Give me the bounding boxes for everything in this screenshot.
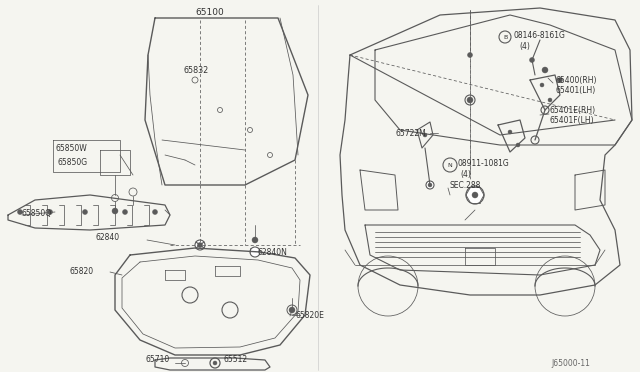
- Circle shape: [548, 98, 552, 102]
- Text: SEC.288: SEC.288: [450, 180, 481, 189]
- Circle shape: [17, 209, 22, 215]
- Circle shape: [467, 97, 473, 103]
- Text: 65100: 65100: [195, 7, 224, 16]
- Circle shape: [112, 208, 118, 214]
- Text: 65832: 65832: [183, 65, 208, 74]
- Circle shape: [466, 186, 484, 204]
- Text: N: N: [447, 163, 452, 167]
- Text: 65400(RH): 65400(RH): [555, 76, 596, 84]
- Circle shape: [508, 130, 512, 134]
- Circle shape: [467, 52, 472, 58]
- Text: 65850G: 65850G: [57, 157, 87, 167]
- Text: 08911-1081G: 08911-1081G: [458, 158, 509, 167]
- Circle shape: [195, 240, 205, 250]
- Circle shape: [47, 209, 52, 215]
- Text: B: B: [503, 35, 507, 39]
- Circle shape: [516, 143, 520, 147]
- Text: 65401F(LH): 65401F(LH): [550, 115, 595, 125]
- Text: 65512: 65512: [224, 356, 248, 365]
- Text: 65850W: 65850W: [55, 144, 87, 153]
- Circle shape: [122, 209, 127, 215]
- Text: 62840N: 62840N: [257, 247, 287, 257]
- Text: (4): (4): [519, 42, 530, 51]
- Text: 65820E: 65820E: [295, 311, 324, 320]
- Circle shape: [289, 307, 295, 313]
- Circle shape: [472, 192, 478, 198]
- Text: 65401E(RH): 65401E(RH): [550, 106, 596, 115]
- Circle shape: [426, 181, 434, 189]
- Circle shape: [529, 58, 534, 62]
- Circle shape: [428, 183, 432, 187]
- Circle shape: [542, 67, 548, 73]
- Text: 65820: 65820: [70, 267, 94, 276]
- Circle shape: [540, 83, 544, 87]
- Circle shape: [213, 361, 217, 365]
- Circle shape: [198, 243, 202, 247]
- Text: (4): (4): [460, 170, 471, 179]
- Circle shape: [250, 247, 260, 257]
- Text: 65850Q: 65850Q: [22, 208, 52, 218]
- Text: J65000-11: J65000-11: [551, 359, 590, 368]
- Text: 62840: 62840: [95, 232, 119, 241]
- Circle shape: [83, 209, 88, 215]
- Text: 65401(LH): 65401(LH): [555, 86, 595, 94]
- Circle shape: [252, 237, 258, 243]
- Text: 08146-8161G: 08146-8161G: [513, 31, 565, 39]
- Circle shape: [423, 133, 427, 137]
- Circle shape: [152, 209, 157, 215]
- Text: 65722M: 65722M: [395, 128, 426, 138]
- Text: 65710: 65710: [145, 356, 169, 365]
- Circle shape: [557, 77, 563, 83]
